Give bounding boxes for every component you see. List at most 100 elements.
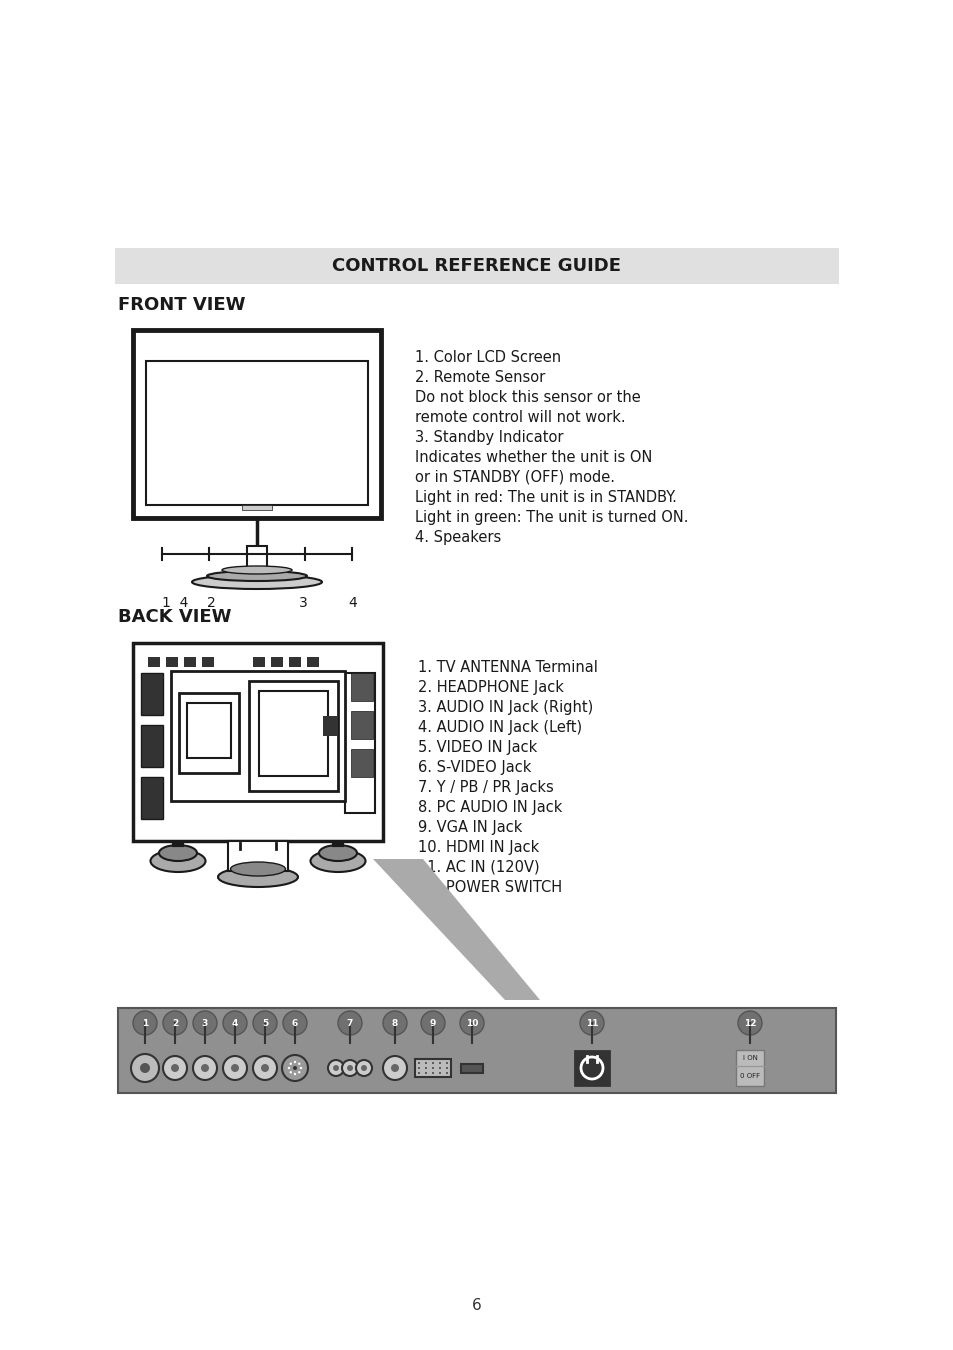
Ellipse shape [310, 850, 365, 872]
Ellipse shape [192, 575, 322, 589]
Circle shape [163, 1056, 187, 1080]
Circle shape [201, 1064, 209, 1072]
Circle shape [424, 1066, 427, 1069]
Text: 12. POWER SWITCH: 12. POWER SWITCH [417, 880, 561, 895]
Bar [187, 703, 231, 757]
Circle shape [328, 1060, 344, 1076]
Text: 4. Speakers: 4. Speakers [415, 531, 500, 545]
Circle shape [417, 1072, 419, 1075]
Circle shape [282, 1054, 308, 1081]
Text: 6. S-VIDEO Jack: 6. S-VIDEO Jack [417, 760, 531, 775]
Circle shape [132, 1011, 157, 1035]
Circle shape [459, 1011, 483, 1035]
Bar [166, 657, 178, 667]
Bar [141, 725, 163, 767]
Circle shape [446, 1062, 448, 1064]
Bar [323, 716, 336, 736]
Text: 5. VIDEO IN Jack: 5. VIDEO IN Jack [417, 740, 537, 755]
Text: 2: 2 [172, 1018, 178, 1027]
Text: 6: 6 [292, 1018, 297, 1027]
Text: 7. Y / PB / PR Jacks: 7. Y / PB / PR Jacks [417, 780, 553, 795]
Bar [271, 657, 283, 667]
Circle shape [446, 1072, 448, 1075]
Ellipse shape [222, 566, 292, 574]
Text: 3: 3 [202, 1018, 208, 1027]
Text: 12: 12 [743, 1018, 756, 1027]
Bar [148, 657, 160, 667]
Circle shape [355, 1060, 372, 1076]
Circle shape [382, 1056, 407, 1080]
Text: 3. AUDIO IN Jack (Right): 3. AUDIO IN Jack (Right) [417, 701, 593, 716]
Text: 3: 3 [298, 595, 307, 610]
Text: I ON: I ON [741, 1054, 757, 1061]
Text: 11: 11 [585, 1018, 598, 1027]
Circle shape [417, 1062, 419, 1064]
Ellipse shape [231, 863, 285, 876]
Circle shape [424, 1072, 427, 1075]
Bar [184, 657, 195, 667]
Circle shape [193, 1056, 216, 1080]
Bar [351, 711, 373, 738]
Text: 8. PC AUDIO IN Jack: 8. PC AUDIO IN Jack [417, 801, 561, 815]
Text: CONTROL REFERENCE GUIDE: CONTROL REFERENCE GUIDE [333, 256, 620, 275]
Ellipse shape [159, 845, 196, 861]
Polygon shape [373, 859, 539, 1000]
Bar [228, 841, 288, 871]
Circle shape [341, 1060, 357, 1076]
Circle shape [446, 1066, 448, 1069]
Circle shape [290, 1071, 292, 1073]
Circle shape [438, 1072, 440, 1075]
Bar [171, 671, 345, 801]
Bar [242, 505, 272, 510]
Ellipse shape [218, 867, 297, 887]
Text: Do not block this sensor or the: Do not block this sensor or the [415, 390, 640, 405]
Text: 2. HEADPHONE Jack: 2. HEADPHONE Jack [417, 680, 563, 695]
Circle shape [297, 1071, 300, 1073]
Bar [202, 657, 213, 667]
Bar [460, 1064, 482, 1072]
Circle shape [438, 1062, 440, 1064]
Circle shape [337, 1011, 361, 1035]
Circle shape [231, 1064, 239, 1072]
Circle shape [283, 1011, 307, 1035]
Circle shape [738, 1011, 761, 1035]
Circle shape [288, 1066, 290, 1069]
Bar [179, 693, 239, 774]
Circle shape [293, 1066, 296, 1071]
Text: remote control will not work.: remote control will not work. [415, 410, 625, 425]
Circle shape [438, 1066, 440, 1069]
Bar [345, 674, 375, 813]
Circle shape [223, 1056, 247, 1080]
Circle shape [253, 1011, 276, 1035]
Circle shape [417, 1066, 419, 1069]
Bar [141, 674, 163, 716]
Bar [258, 691, 328, 776]
Circle shape [290, 1062, 292, 1065]
Text: 11. AC IN (120V): 11. AC IN (120V) [417, 860, 539, 875]
Text: FRONT VIEW: FRONT VIEW [118, 296, 245, 315]
Bar [141, 778, 163, 819]
Circle shape [294, 1061, 295, 1064]
Circle shape [347, 1065, 353, 1071]
Bar [307, 657, 318, 667]
Circle shape [299, 1066, 302, 1069]
Bar [115, 248, 838, 284]
Text: 9. VGA IN Jack: 9. VGA IN Jack [417, 819, 522, 836]
Text: 3. Standby Indicator: 3. Standby Indicator [415, 431, 563, 446]
Text: 10. HDMI IN Jack: 10. HDMI IN Jack [417, 840, 538, 855]
Text: 6: 6 [472, 1297, 481, 1312]
Circle shape [223, 1011, 247, 1035]
Text: 2. Remote Sensor: 2. Remote Sensor [415, 370, 545, 385]
Ellipse shape [207, 571, 307, 580]
Bar [575, 1052, 608, 1085]
Bar [132, 643, 382, 841]
Text: 4. AUDIO IN Jack (Left): 4. AUDIO IN Jack (Left) [417, 720, 581, 734]
Text: 1  4: 1 4 [162, 595, 188, 610]
Circle shape [432, 1072, 434, 1075]
Text: 1: 1 [142, 1018, 148, 1027]
Text: 1. Color LCD Screen: 1. Color LCD Screen [415, 350, 560, 365]
Circle shape [420, 1011, 444, 1035]
Circle shape [261, 1064, 269, 1072]
Bar [118, 1008, 835, 1094]
Circle shape [294, 1073, 295, 1075]
